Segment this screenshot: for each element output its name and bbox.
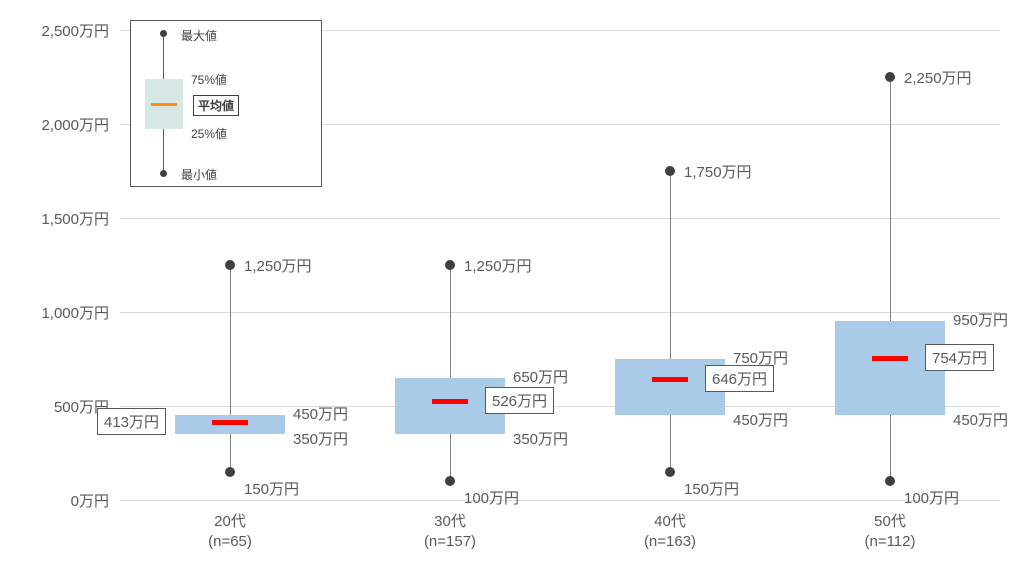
mean-mark (432, 399, 468, 404)
min-label: 150万円 (244, 478, 299, 499)
max-dot (445, 260, 455, 270)
q1-label: 450万円 (733, 409, 788, 430)
legend-mean-mark (151, 103, 177, 106)
xtick-n: (n=65) (208, 533, 252, 550)
max-dot (885, 72, 895, 82)
max-label: 1,250万円 (464, 255, 532, 276)
mean-label: 413万円 (97, 408, 166, 435)
min-dot (885, 476, 895, 486)
legend-max-dot (160, 30, 167, 37)
min-dot (665, 467, 675, 477)
mean-mark (872, 356, 908, 361)
xtick-0: 20代 (n=65) (170, 512, 290, 553)
max-label: 1,750万円 (684, 161, 752, 182)
mean-label: 646万円 (705, 365, 774, 392)
xtick-n: (n=163) (644, 533, 696, 550)
legend-q3-label: 75%値 (191, 71, 227, 88)
boxplot-chart: 0万円 500万円 1,000万円 1,500万円 2,000万円 2,500万… (0, 0, 1024, 576)
whisker (450, 265, 451, 481)
legend-max-label: 最大値 (181, 27, 217, 44)
mean-mark (652, 377, 688, 382)
max-dot (665, 166, 675, 176)
min-dot (445, 476, 455, 486)
legend-min-label: 最小値 (181, 166, 217, 183)
ytick-label-5: 2,500万円 (41, 20, 109, 41)
legend-box: 最大値 75%値 平均値 25%値 最小値 (130, 20, 322, 187)
max-dot (225, 260, 235, 270)
gridline (120, 312, 1000, 313)
xtick-2: 40代 (n=163) (610, 512, 730, 553)
whisker (670, 171, 671, 472)
q1-label: 350万円 (513, 428, 568, 449)
ytick-label-3: 1,500万円 (41, 208, 109, 229)
xtick-1: 30代 (n=157) (390, 512, 510, 553)
q3-label: 650万円 (513, 366, 568, 387)
xtick-main: 50代 (874, 513, 906, 530)
xtick-main: 40代 (654, 513, 686, 530)
gridline (120, 218, 1000, 219)
whisker (890, 77, 891, 481)
min-dot (225, 467, 235, 477)
xtick-3: 50代 (n=112) (830, 512, 950, 553)
q1-label: 450万円 (953, 409, 1008, 430)
legend-mean-label: 平均値 (193, 95, 239, 116)
min-label: 100万円 (904, 487, 959, 508)
mean-label: 754万円 (925, 344, 994, 371)
whisker (230, 265, 231, 472)
gridline (120, 500, 1000, 501)
mean-mark (212, 420, 248, 425)
xtick-main: 20代 (214, 513, 246, 530)
q1-label: 350万円 (293, 428, 348, 449)
mean-label: 526万円 (485, 387, 554, 414)
q3-label: 450万円 (293, 403, 348, 424)
xtick-n: (n=112) (864, 533, 915, 550)
legend-min-dot (160, 170, 167, 177)
max-label: 1,250万円 (244, 255, 312, 276)
min-label: 150万円 (684, 478, 739, 499)
ytick-label-4: 2,000万円 (41, 114, 109, 135)
xtick-n: (n=157) (424, 533, 476, 550)
min-label: 100万円 (464, 487, 519, 508)
ytick-label-0: 0万円 (71, 490, 109, 511)
legend-q1-label: 25%値 (191, 125, 227, 142)
xtick-main: 30代 (434, 513, 466, 530)
ytick-label-2: 1,000万円 (41, 302, 109, 323)
max-label: 2,250万円 (904, 67, 972, 88)
q3-label: 950万円 (953, 309, 1008, 330)
